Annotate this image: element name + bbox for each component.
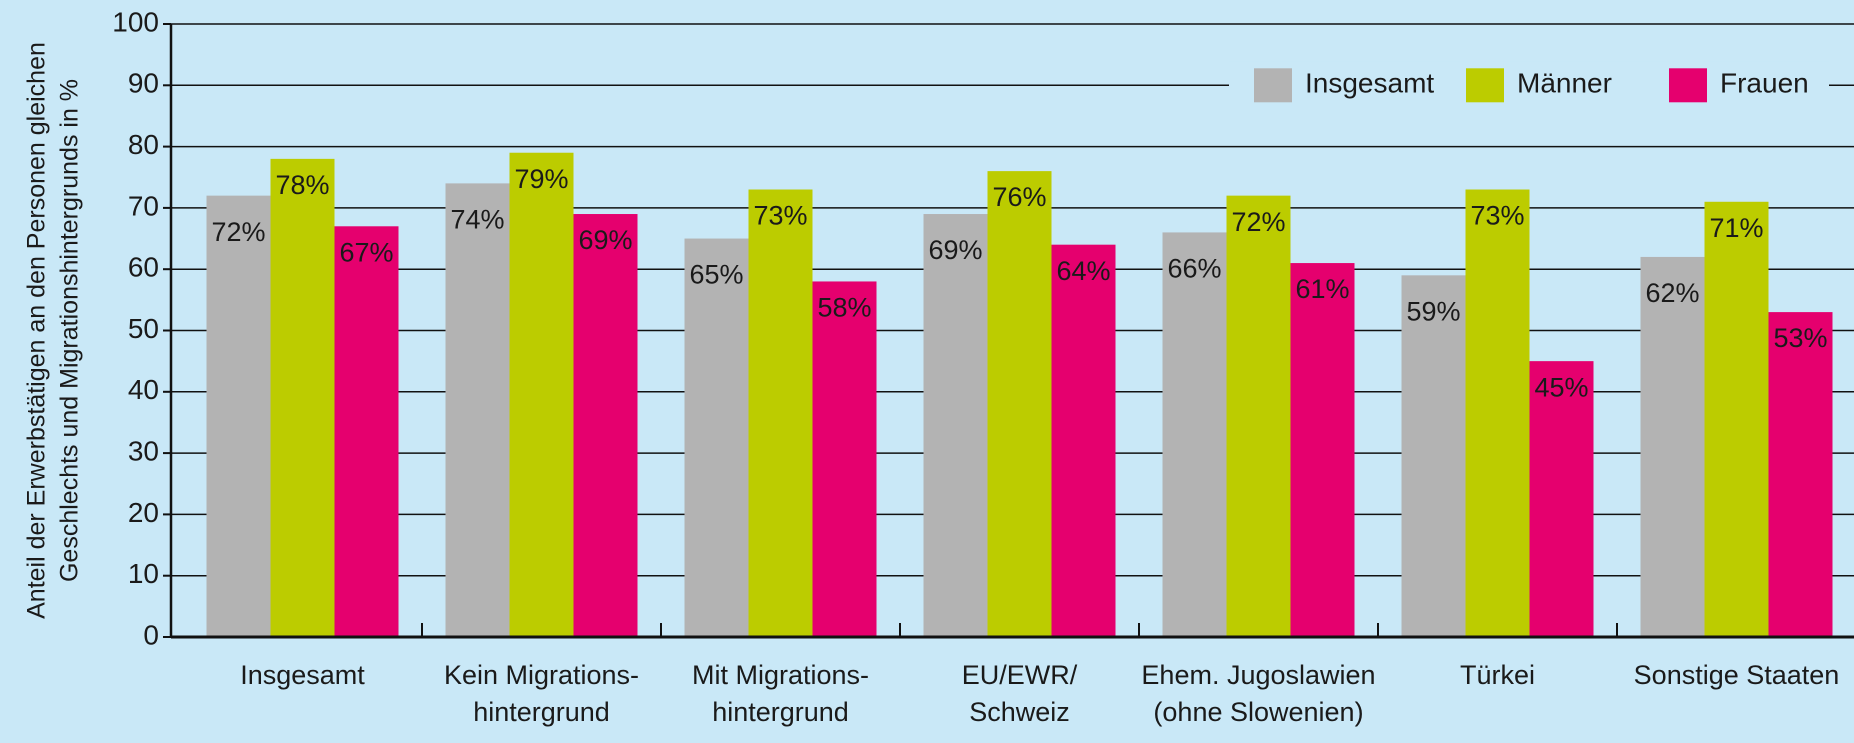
- data-label: 58%: [817, 293, 871, 323]
- y-tick-label: 100: [112, 6, 159, 37]
- y-tick-label: 50: [128, 313, 159, 344]
- data-label: 78%: [275, 170, 329, 200]
- y-tick-label: 90: [128, 68, 159, 99]
- y-tick-label: 20: [128, 497, 159, 528]
- bar: [1640, 256, 1705, 637]
- data-label: 72%: [211, 217, 265, 247]
- bar: [1465, 189, 1530, 637]
- bar: [1401, 275, 1466, 637]
- bar: [1051, 244, 1116, 637]
- bar: [748, 189, 813, 637]
- y-tick-label: 70: [128, 190, 159, 221]
- data-label: 72%: [1231, 207, 1285, 237]
- legend-label: Insgesamt: [1305, 68, 1434, 99]
- y-tick-label: 40: [128, 374, 159, 405]
- x-tick-label: Ehem. Jugoslawien (ohne Slowenien): [1141, 660, 1375, 727]
- bar: [334, 226, 399, 638]
- bar: [270, 158, 335, 638]
- x-tick-label: Türkei: [1460, 660, 1535, 690]
- legend-swatch: [1466, 68, 1504, 103]
- legend-swatch: [1254, 68, 1292, 103]
- data-label: 62%: [1645, 278, 1699, 308]
- data-label: 69%: [578, 225, 632, 255]
- x-tick-label: Sonstige Staaten: [1634, 660, 1840, 690]
- data-label: 65%: [689, 260, 743, 290]
- y-axis-label: Anteil der Erwerbstätigen an den Persone…: [23, 42, 51, 619]
- legend-background: [1229, 61, 1829, 110]
- data-label: 73%: [753, 201, 807, 231]
- data-label: 53%: [1773, 323, 1827, 353]
- data-label: 45%: [1534, 372, 1588, 402]
- x-tick-label: Insgesamt: [240, 660, 365, 690]
- data-label: 66%: [1167, 254, 1221, 284]
- data-label: 69%: [928, 235, 982, 265]
- legend-label: Männer: [1517, 68, 1612, 99]
- data-label: 74%: [450, 205, 504, 235]
- y-tick-label: 60: [128, 252, 159, 283]
- bar: [573, 214, 638, 637]
- bar: [445, 183, 510, 637]
- bar: [684, 238, 749, 638]
- bar: [923, 214, 988, 637]
- bar: [812, 281, 877, 637]
- y-tick-label: 30: [128, 435, 159, 466]
- x-tick-label: Mit Migrations-hintergrund: [692, 660, 869, 727]
- data-label: 71%: [1709, 213, 1763, 243]
- legend-swatch: [1669, 68, 1707, 103]
- data-label: 64%: [1056, 256, 1110, 286]
- y-tick-label: 0: [143, 619, 159, 650]
- bar: [509, 152, 574, 638]
- bar: [1162, 232, 1227, 638]
- bar: [1529, 361, 1594, 637]
- x-tick-label: EU/EWR/Schweiz: [962, 660, 1078, 727]
- bar: [987, 171, 1052, 637]
- y-tick-label: 80: [128, 129, 159, 160]
- data-label: 79%: [514, 164, 568, 194]
- bar: [1226, 195, 1291, 637]
- data-label: 67%: [339, 237, 393, 267]
- data-label: 59%: [1406, 296, 1460, 326]
- x-tick-label: Kein Migrations-hintergrund: [444, 660, 639, 727]
- legend-label: Frauen: [1720, 68, 1809, 99]
- bar: [1768, 312, 1833, 637]
- y-tick-label: 10: [128, 558, 159, 589]
- data-label: 73%: [1470, 201, 1524, 231]
- bar: [1704, 201, 1769, 637]
- bar: [1290, 263, 1355, 637]
- data-label: 61%: [1295, 274, 1349, 304]
- data-label: 76%: [992, 182, 1046, 212]
- y-axis-label: Geschlechts und Migrationshintergrunds i…: [56, 79, 84, 582]
- bar: [206, 195, 271, 637]
